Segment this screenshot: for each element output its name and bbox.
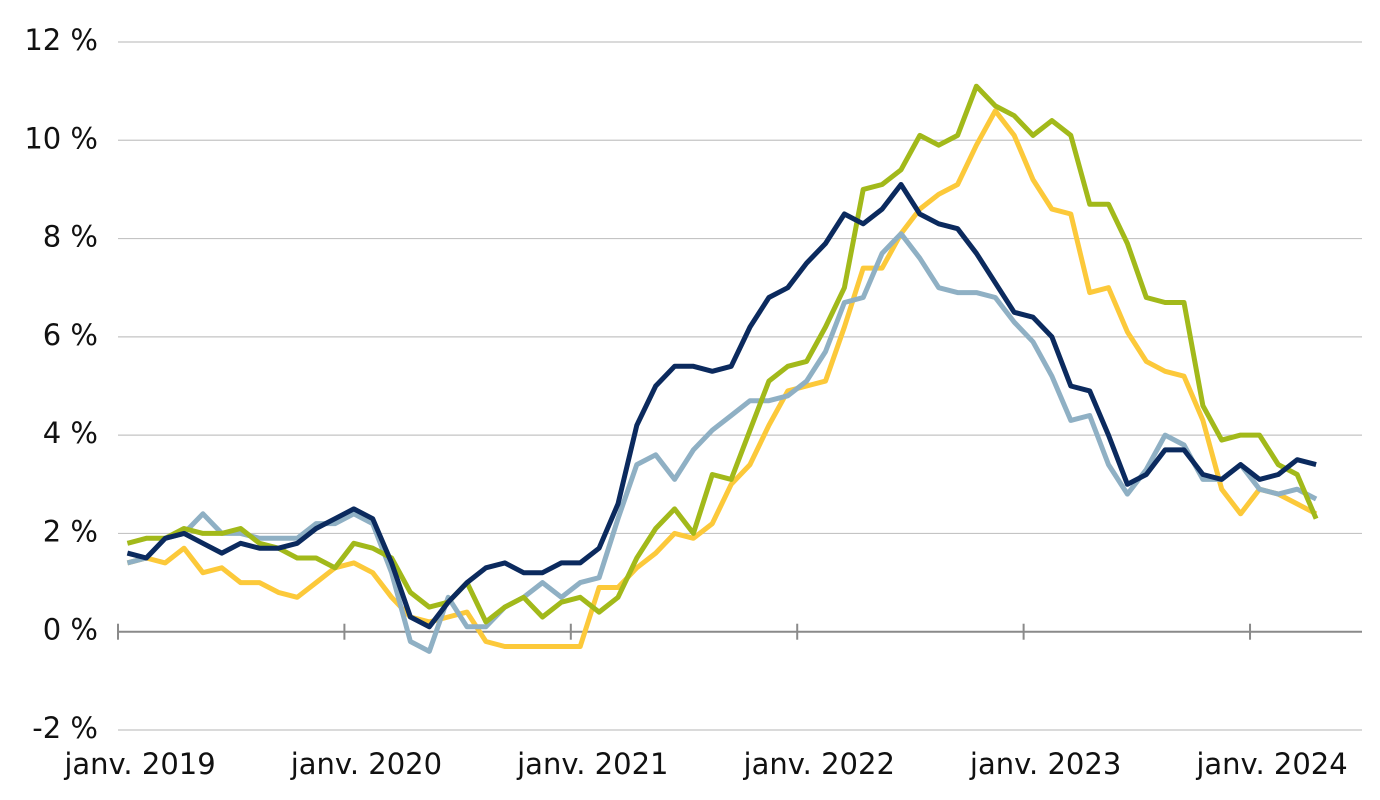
y-tick-label: 6 % [43, 318, 98, 352]
y-tick-label: 12 % [24, 23, 98, 57]
x-tick-label: janv. 2022 [743, 747, 895, 781]
y-tick-label: 4 % [43, 416, 98, 450]
x-tick-label: janv. 2021 [516, 747, 668, 781]
y-tick-label: 8 % [43, 220, 98, 254]
x-tick-label: janv. 2020 [290, 747, 442, 781]
x-tick-label: janv. 2019 [63, 747, 215, 781]
series-line [126, 83, 1319, 625]
y-tick-label: -2 % [32, 711, 98, 745]
y-tick-label: 10 % [24, 121, 98, 155]
x-tick-label: janv. 2023 [969, 747, 1121, 781]
y-tick-label: 0 % [43, 613, 98, 647]
x-tick-label: janv. 2024 [1195, 747, 1347, 781]
series-line [126, 182, 1317, 630]
series-line [126, 108, 1318, 649]
y-tick-label: 2 % [43, 514, 98, 548]
